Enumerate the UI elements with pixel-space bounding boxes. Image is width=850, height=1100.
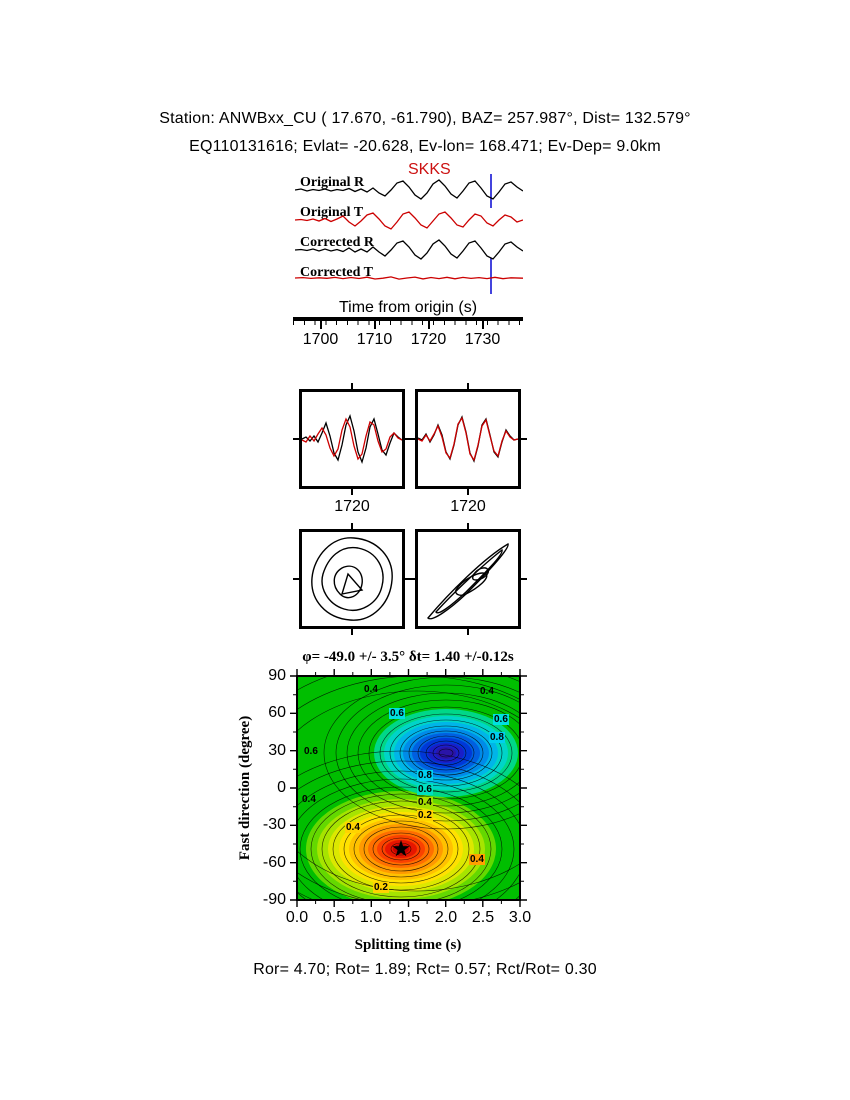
contour-minor-ticks (293, 672, 524, 904)
ytick-n60: -60 (262, 854, 286, 871)
time-tick-1700: 1700 (302, 331, 339, 348)
xtick-20: 2.0 (434, 909, 458, 926)
particle-right-loop (472, 567, 489, 581)
zoom-left-plot (302, 414, 402, 465)
frame-tick (521, 438, 527, 440)
original-t-trace (295, 211, 523, 230)
ytick-0: 0 (277, 779, 286, 796)
frame-tick (351, 629, 353, 635)
ratio-results-line: Ror= 4.70; Rot= 1.89; Rct= 0.57; Rct/Rot… (253, 961, 597, 978)
time-tick-1710: 1710 (356, 331, 393, 348)
particle-right-plot (427, 543, 509, 620)
xtick-10: 1.0 (359, 909, 383, 926)
corrected-t-trace (295, 276, 523, 280)
xtick-0: 0.0 (285, 909, 309, 926)
particle-left-loop (340, 572, 364, 595)
trace-label-corrected-t: Corrected T (300, 265, 373, 280)
contour-field (297, 676, 520, 900)
trace-label-corrected-r: Corrected R (300, 235, 374, 250)
frame-tick (409, 578, 415, 580)
frame-tick (405, 578, 411, 580)
zoom-left-t-trace (302, 417, 402, 461)
ytick-60: 60 (268, 704, 286, 721)
zoom-left-tick-label: 1720 (334, 498, 370, 515)
ytick-90: 90 (268, 667, 286, 684)
frame-tick (351, 523, 353, 529)
frame-tick (467, 629, 469, 635)
frame-tick (409, 438, 415, 440)
particle-left-plot (311, 537, 393, 621)
time-axis-tick (374, 321, 376, 329)
frame-tick (521, 578, 527, 580)
time-axis-minor-ticks (293, 321, 523, 325)
zoom-left-r-trace (302, 414, 402, 465)
particle-left-loop (333, 565, 363, 599)
station-header-line: Station: ANWBxx_CU ( 17.670, -61.790), B… (159, 110, 691, 127)
zoom-waveform-box-right (415, 389, 521, 489)
time-axis-tick (320, 321, 322, 329)
particle-motion-box-right (415, 529, 521, 629)
xtick-05: 0.5 (322, 909, 346, 926)
x-axis-label: Splitting time (s) (354, 937, 462, 953)
corrected-r-trace (295, 239, 523, 260)
particle-left-loop (321, 546, 384, 611)
time-axis-label: Time from origin (s) (338, 299, 478, 316)
frame-tick (293, 578, 299, 580)
zoom-right-tick-label: 1720 (450, 498, 486, 515)
particle-left-loop (311, 537, 393, 621)
frame-tick (467, 523, 469, 529)
best-fit-star (392, 840, 410, 857)
waveform-plot (295, 174, 523, 294)
time-axis-line (293, 317, 523, 321)
phase-label: SKKS (408, 161, 451, 178)
ytick-n30: -30 (262, 816, 286, 833)
contour-plot (290, 669, 527, 907)
particle-right-loop (427, 543, 509, 620)
particle-motion-box-left (299, 529, 405, 629)
time-tick-1720: 1720 (410, 331, 447, 348)
trace-label-original-t: Original T (300, 205, 364, 220)
frame-tick (467, 383, 469, 389)
frame-tick (351, 489, 353, 495)
zoom-right-plot (418, 415, 518, 463)
time-axis-tick (482, 321, 484, 329)
trace-label-original-r: Original R (300, 175, 365, 190)
particle-right-loop (454, 572, 488, 596)
ytick-n90: -90 (262, 891, 286, 908)
original-r-trace (295, 179, 523, 200)
contour-major-ticks (290, 669, 527, 907)
xtick-25: 2.5 (471, 909, 495, 926)
frame-tick (351, 383, 353, 389)
frame-tick (293, 438, 299, 440)
xtick-30: 3.0 (508, 909, 532, 926)
zoom-right-t-trace (418, 416, 518, 462)
frame-tick (467, 489, 469, 495)
frame-tick (405, 438, 411, 440)
zoom-waveform-box-left (299, 389, 405, 489)
event-header-line: EQ110131616; Evlat= -20.628, Ev-lon= 168… (189, 138, 661, 155)
particle-right-loop (435, 548, 503, 614)
xtick-15: 1.5 (397, 909, 421, 926)
splitting-result-title: φ= -49.0 +/- 3.5° δt= 1.40 +/-0.12s (302, 649, 514, 665)
time-axis-tick (428, 321, 430, 329)
time-tick-1730: 1730 (464, 331, 501, 348)
ytick-30: 30 (268, 742, 286, 759)
